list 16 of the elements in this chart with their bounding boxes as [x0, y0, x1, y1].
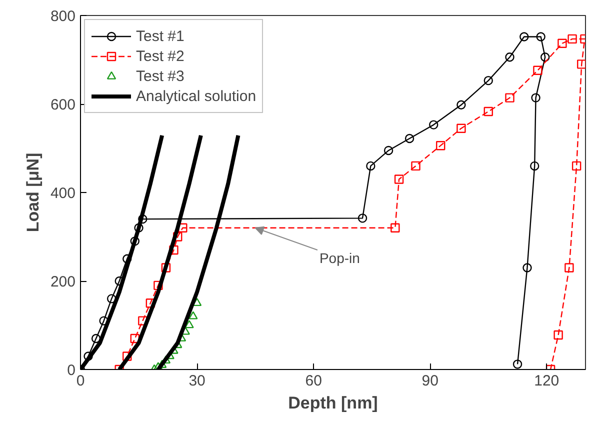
y-tick-label: 600	[50, 96, 76, 114]
legend-label: Analytical solution	[136, 87, 256, 105]
y-axis-title: Load [μN]	[23, 152, 42, 232]
x-tick-label: 90	[422, 372, 438, 390]
annotation: Pop-in	[319, 250, 360, 266]
x-axis-title: Depth [nm]	[288, 394, 378, 412]
y-tick-label: 200	[50, 274, 76, 290]
y-tick-label: 800	[50, 8, 76, 25]
legend-label: Test #2	[136, 47, 184, 65]
legend-label: Test #3	[136, 67, 184, 85]
x-tick-label: 60	[305, 372, 322, 390]
y-tick-label: 400	[50, 185, 76, 202]
y-tick-label: 0	[67, 362, 76, 379]
legend-label: Test #1	[136, 27, 184, 45]
x-tick-label: 120	[534, 372, 560, 390]
x-tick-label: 30	[188, 372, 206, 390]
